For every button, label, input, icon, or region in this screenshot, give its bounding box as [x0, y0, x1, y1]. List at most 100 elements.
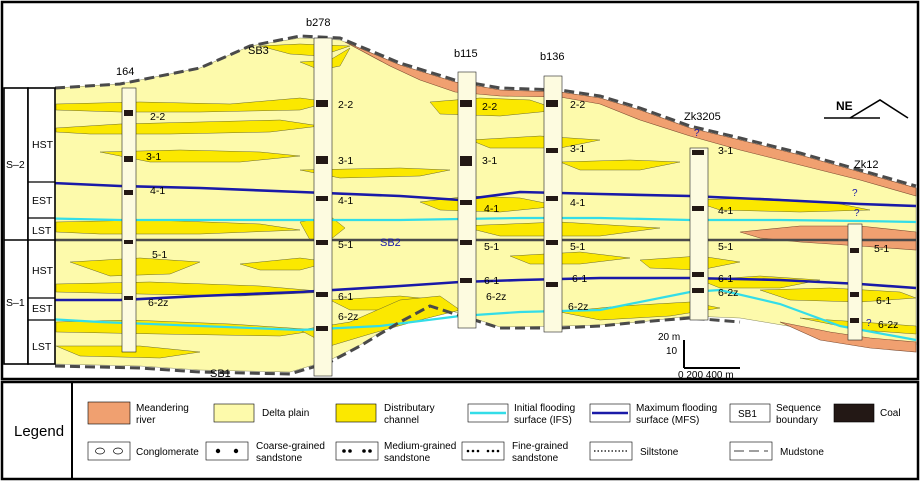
coal-label-6-2z: 6-2z — [148, 297, 168, 309]
coal-bed — [460, 278, 472, 283]
well-column-b136 — [543, 75, 563, 333]
sb1-label: SB1 — [210, 368, 231, 380]
coal-bed — [460, 240, 472, 245]
coal-bed — [546, 100, 558, 107]
coal-label-5-1: 5-1 — [874, 243, 889, 255]
scale-bar: 20 m 10 0 200 400 m — [658, 332, 740, 381]
tract-label-hst: HST — [32, 265, 54, 277]
scale-vertical-20m: 20 m — [658, 332, 680, 343]
coal-label-6-1: 6-1 — [338, 291, 353, 303]
coal-label-5-1: 5-1 — [152, 249, 167, 261]
coal-bed — [546, 282, 558, 287]
well-column-zk3205 — [689, 147, 709, 321]
coal-label-2-2: 2-2 — [150, 111, 165, 123]
north-arrow-label: NE — [836, 99, 853, 113]
legend-sb-symbol: SB1 — [738, 409, 757, 420]
tract-label-lst: LST — [32, 225, 52, 237]
sb1-line — [54, 304, 741, 376]
coal-label-4-1: 4-1 — [150, 185, 165, 197]
coal-label-3-1: 3-1 — [338, 155, 353, 167]
coal-bed — [124, 296, 133, 300]
coal-bed — [850, 248, 859, 253]
legend-swatch-meandering-river — [87, 401, 131, 425]
question-mark: ? — [694, 128, 700, 139]
legend-text: river — [136, 415, 156, 426]
coal-label-5-1: 5-1 — [484, 241, 499, 253]
coal-bed — [316, 100, 328, 107]
scale-horizontal: 0 200 400 m — [678, 370, 734, 381]
coal-bed — [460, 200, 472, 205]
sequence-column: S–2 HST EST LST S–1 HST EST LST — [3, 87, 56, 365]
legend-label-fine-sandstone: Fine-grained sandstone — [512, 441, 571, 464]
legend-text: sandstone — [256, 453, 303, 464]
question-mark: ? — [852, 188, 858, 199]
coal-label-2-2: 2-2 — [570, 99, 585, 111]
well-label-164: 164 — [116, 66, 134, 78]
scale-vertical-10: 10 — [666, 346, 678, 357]
coal-label-4-1: 4-1 — [338, 195, 353, 207]
coal-label-6-2z: 6-2z — [486, 291, 506, 303]
coal-bed — [124, 240, 133, 244]
tract-label-hst: HST — [32, 139, 54, 151]
ifs-line-lower — [29, 288, 917, 342]
legend-label-sequence-boundary: Sequence boundary — [776, 403, 824, 426]
legend-label-meandering-river: Meandering river — [136, 403, 192, 426]
well-columns — [121, 37, 863, 377]
well-column-164 — [121, 87, 137, 353]
coal-label-3-1: 3-1 — [482, 155, 497, 167]
legend-swatch-sequence-boundary — [729, 403, 771, 423]
coal-label-6-1: 6-1 — [718, 273, 733, 285]
tract-label-est: EST — [32, 303, 53, 315]
well-label-zk3205: Zk3205 — [684, 111, 721, 123]
well-column-b278 — [313, 37, 333, 377]
coal-label-5-1: 5-1 — [718, 241, 733, 253]
coal-bed — [316, 196, 328, 201]
coal-bed — [850, 318, 859, 323]
legend-swatch-coal — [833, 403, 875, 423]
coal-bed — [460, 100, 472, 107]
coal-label-6-2z: 6-2z — [878, 319, 898, 331]
sb2-label: SB2 — [380, 237, 401, 249]
legend-label-coarse-sandstone: Coarse-grained sandstone — [256, 441, 328, 464]
coal-bed — [692, 150, 704, 155]
legend-frame — [0, 380, 920, 481]
mfs-line-lower — [30, 276, 917, 302]
well-label-b136: b136 — [540, 51, 564, 63]
legend-text: Sequence — [776, 403, 821, 414]
legend-text: channel — [384, 415, 419, 426]
legend-text: Distributary — [384, 403, 435, 414]
legend-swatch-medium-sandstone — [335, 441, 379, 461]
coal-label-4-1: 4-1 — [718, 205, 733, 217]
legend: Legend Meandering river Delta plain Dist… — [14, 382, 901, 479]
well-label-b278: b278 — [306, 17, 330, 29]
coal-bed — [124, 190, 133, 195]
legend-label-mfs: Maximum flooding surface (MFS) — [636, 403, 720, 426]
coal-bed — [316, 156, 328, 164]
legend-text: Maximum flooding — [636, 403, 717, 414]
coal-label-6-2z: 6-2z — [338, 311, 358, 323]
coal-bed — [316, 326, 328, 331]
coal-label-6-1: 6-1 — [484, 275, 499, 287]
coal-bed — [316, 292, 328, 297]
legend-text: Fine-grained — [512, 441, 568, 452]
coal-label-6-1: 6-1 — [876, 295, 891, 307]
ifs-line-upper — [29, 216, 917, 224]
legend-label-delta-plain: Delta plain — [262, 408, 309, 419]
coal-bed — [546, 196, 558, 201]
coal-bed — [692, 206, 704, 211]
legend-text: Initial flooding — [514, 403, 575, 414]
legend-text: Medium-grained — [384, 441, 456, 452]
coal-label-2-2: 2-2 — [338, 99, 353, 111]
coal-label-5-1: 5-1 — [570, 241, 585, 253]
legend-text: surface (IFS) — [514, 415, 572, 426]
well-column-b115 — [457, 71, 477, 329]
sb3-line — [54, 34, 917, 188]
legend-label-conglomerate: Conglomerate — [136, 447, 199, 458]
coal-label-3-1: 3-1 — [718, 145, 733, 157]
sequence-label-s1: S–1 — [6, 297, 25, 309]
coal-bed — [850, 292, 859, 297]
coal-bed — [692, 272, 704, 277]
coal-label-6-2z: 6-2z — [718, 287, 738, 299]
